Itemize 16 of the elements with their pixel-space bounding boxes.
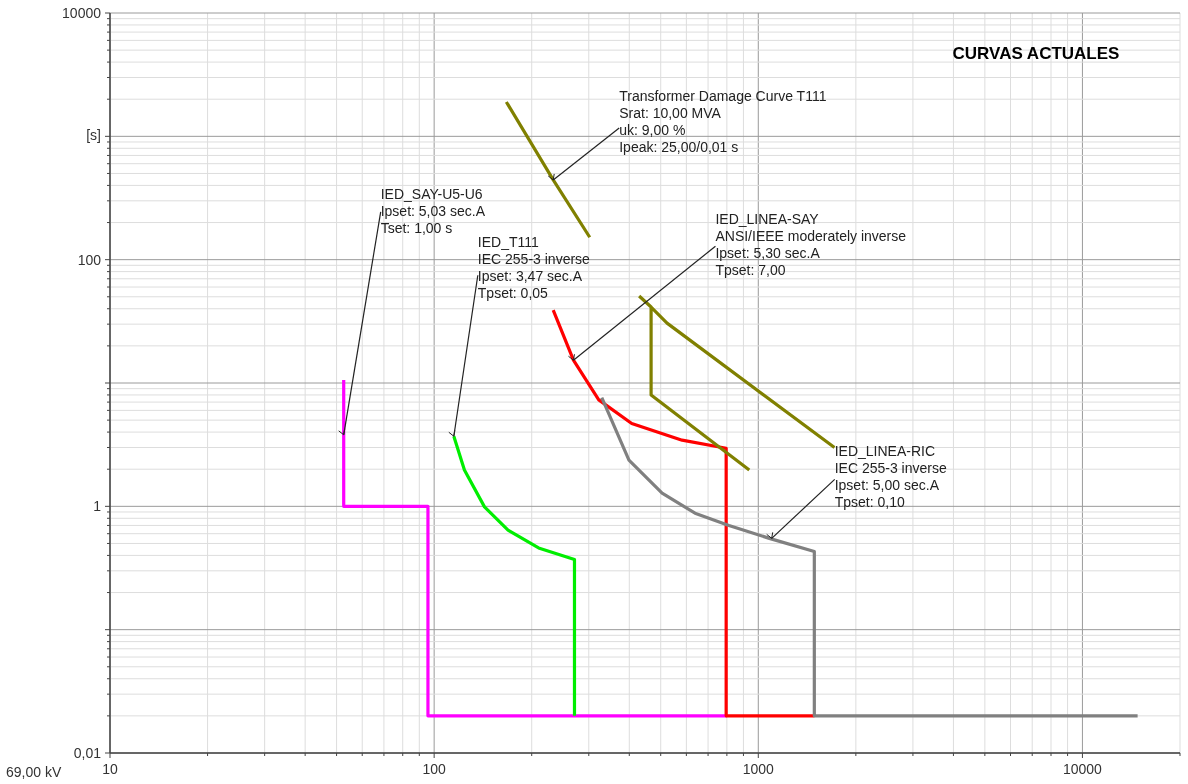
- annotation: IED_SAY-U5-U6 Ipset: 5,03 sec.A Tset: 1,00 s: [380, 185, 486, 236]
- annotation: IED_LINEA-RIC IEC 255-3 inverse Ipset: 5,00 sec.A Tpset: 0,10: [834, 443, 947, 511]
- annotation: IED_LINEA-SAY ANSI/IEEE moderately inverse Ipset: 5,30 sec.A Tpset: 7,00: [715, 211, 907, 279]
- x-tick-label: 10: [102, 761, 118, 777]
- y-axis-title: [s]: [86, 127, 101, 143]
- annotation: Transformer Damage Curve T111 Srat: 10,00 MVA uk: 9,00 % Ipeak: 25,00/0,01 s: [619, 87, 827, 155]
- x-tick-label: 1000: [742, 761, 775, 777]
- y-tick-label: 100: [77, 251, 102, 268]
- y-tick-label: 1: [93, 498, 102, 515]
- text: CURVAS ACTUALES: [952, 44, 1120, 63]
- x-axis-title: 69,00 kV: [6, 764, 62, 780]
- y-tick-label: 10000: [62, 5, 102, 21]
- y-tick-label: 0,01: [73, 745, 102, 761]
- annotation: IED_T111 IEC 255-3 inverse Ipset: 3,47 sec.A Tpset: 0,05: [477, 234, 591, 302]
- x-tick-label: 10000: [1062, 761, 1103, 777]
- x-tick-label: 100: [422, 761, 447, 777]
